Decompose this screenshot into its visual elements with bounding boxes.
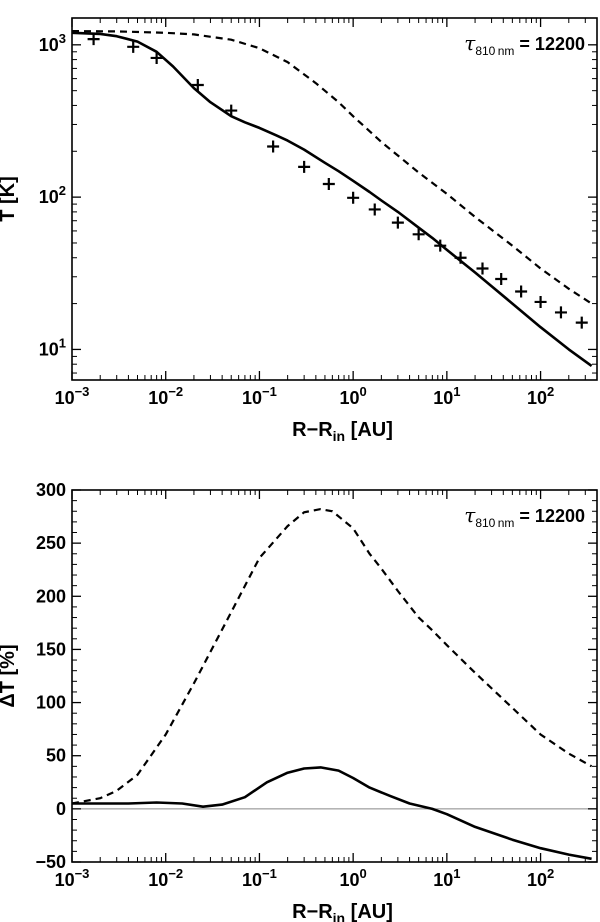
temperature-marker-series [87,33,588,329]
temperature-x-axis-label: R−Rin [AU] [292,419,393,444]
temperature-x-tick-label: 101 [433,384,460,408]
deviation-solid-line [72,766,592,861]
temperature-data-point [575,316,588,329]
temperature-data-point [391,216,404,229]
deviation-x-axis-label: R−Rin [AU] [292,901,393,922]
temperature-x-tick-label: 10−3 [55,384,90,408]
deviation-x-tick-label: 101 [433,866,460,890]
temperature-x-tick-label: 10−1 [242,384,277,408]
deviation-x-tick-label: 10−3 [55,866,90,890]
deviation-y-tick-label: 300 [36,480,66,500]
temperature-data-point [225,104,238,117]
temperature-x-tick-label: 102 [527,384,554,408]
temperature-plot-frame [71,17,598,381]
temperature-data-point [534,295,547,308]
deviation-x-tick-label: 10−2 [148,866,183,890]
deviation-x-tick-label: 102 [527,866,554,890]
temperature-annotation: τ810 nm = 12200 [464,31,585,58]
deviation-x-tick-label: 100 [340,866,367,890]
temperature-data-point [150,51,163,64]
deviation-x-tick-label: 10−1 [242,866,277,890]
temperature-data-point [554,306,567,319]
temperature-data-point [412,228,425,241]
temperature-data-point [434,239,447,252]
temperature-data-point [454,251,467,264]
temperature-data-point [87,33,100,46]
deviation-plot-frame [71,489,598,863]
temperature-y-tick-label: 103 [39,31,66,55]
temperature-panel: 10−3 10−2 10−1 100 101 102 101 102 103 τ810 nm = … [0,17,598,444]
deviation-y-tick-label: 200 [36,586,66,606]
temperature-data-point [267,140,280,153]
deviation-y-tick-label: 100 [36,693,66,713]
deviation-panel: 10−3 10−2 10−1 100 101 102 −50 0 50 100 150 200 250 3… [0,480,598,922]
deviation-y-axis-label: ΔT [%] [0,644,19,707]
temperature-data-point [127,40,140,53]
temperature-dashed-line [71,30,593,305]
deviation-y-tick-label: 0 [56,799,66,819]
deviation-y-tick-label: −50 [35,852,66,872]
deviation-annotation: τ810 nm = 12200 [464,503,585,530]
temperature-x-tick-label: 10−2 [148,384,183,408]
deviation-y-tick-label: 150 [36,639,66,659]
temperature-data-point [298,160,311,173]
deviation-y-tick-label: 50 [46,746,66,766]
temperature-data-point [495,273,508,286]
temperature-x-tick-label: 100 [340,384,367,408]
temperature-data-point [368,203,381,216]
temperature-data-point [322,177,335,190]
temperature-y-tick-label: 101 [39,335,66,359]
temperature-y-axis-label: T [K] [0,176,19,222]
temperature-data-point [476,262,489,275]
temperature-solid-line [71,31,593,367]
temperature-data-point [347,191,360,204]
temperature-y-tick-label: 102 [39,183,66,207]
temperature-data-point [515,285,528,298]
deviation-y-tick-label: 250 [36,533,66,553]
temperature-data-point [191,78,204,91]
deviation-dashed-line [71,507,593,805]
